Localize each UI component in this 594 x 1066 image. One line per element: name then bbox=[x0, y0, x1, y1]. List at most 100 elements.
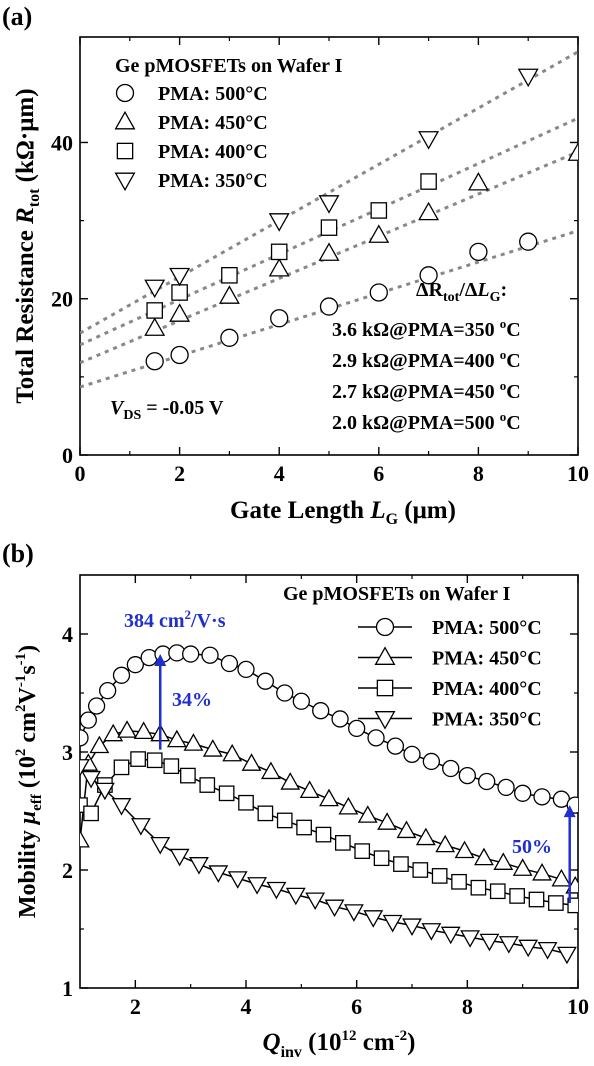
pct-34-annotation: 34% bbox=[172, 689, 212, 711]
data-point bbox=[80, 797, 88, 813]
vds-var: V bbox=[110, 397, 125, 419]
legend-label-2: PMA: 400°C bbox=[158, 141, 268, 163]
data-point bbox=[396, 820, 417, 839]
legend-marker-2 bbox=[116, 142, 134, 160]
data-point bbox=[369, 283, 388, 302]
slope-sup: o bbox=[500, 378, 507, 393]
legend-label-3: PMA: 350°C bbox=[158, 170, 268, 192]
series-1 bbox=[144, 142, 578, 336]
slope-sup: o bbox=[500, 409, 507, 424]
data-point bbox=[112, 666, 131, 684]
data-point bbox=[551, 868, 572, 887]
data-point bbox=[83, 805, 99, 822]
slope-header-b-var: L bbox=[476, 279, 489, 301]
slope-post: C bbox=[506, 381, 520, 403]
data-point bbox=[144, 279, 166, 299]
slope-header-a-sub: tot bbox=[443, 290, 460, 305]
data-point bbox=[292, 692, 310, 710]
x-label-sup2: -2 bbox=[395, 1028, 408, 1044]
data-point bbox=[420, 173, 437, 190]
y-label-main: Mobility bbox=[15, 824, 41, 918]
data-point bbox=[519, 232, 538, 251]
x-tick-label: 10 bbox=[567, 461, 589, 486]
data-point bbox=[218, 785, 235, 802]
y-label-sup3: -1 bbox=[13, 675, 29, 688]
y-label-sub: eff bbox=[29, 793, 45, 811]
x-tick-label: 8 bbox=[462, 994, 473, 1019]
slope-pre: 3.6 kΩ@PMA=350 bbox=[332, 319, 500, 341]
data-point bbox=[489, 883, 506, 900]
data-point bbox=[270, 309, 289, 328]
data-point bbox=[370, 202, 388, 219]
data-point bbox=[201, 646, 219, 664]
data-point bbox=[80, 711, 97, 729]
slope-annotation-3: 2.0 kΩ@PMA=500 oC bbox=[332, 409, 521, 434]
data-point bbox=[280, 772, 301, 790]
x-label-var: L bbox=[369, 497, 385, 524]
data-point bbox=[202, 739, 223, 757]
vds-rest: = -0.05 V bbox=[141, 397, 224, 419]
data-point bbox=[266, 881, 287, 900]
x-tick-label: 4 bbox=[241, 994, 252, 1019]
legend-label-0: PMA: 500°C bbox=[158, 83, 268, 105]
slope-header: ΔRtot/ΔLG: bbox=[416, 279, 507, 305]
y-label-sup: 2 bbox=[13, 749, 29, 757]
x-label-sub: inv bbox=[281, 1044, 302, 1061]
series-1 bbox=[80, 720, 578, 894]
y-tick-label: 4 bbox=[62, 622, 73, 647]
data-point bbox=[170, 345, 189, 365]
data-point bbox=[257, 805, 274, 822]
data-point bbox=[180, 767, 196, 784]
data-point bbox=[386, 737, 405, 755]
data-point bbox=[368, 224, 390, 243]
data-point bbox=[320, 219, 338, 236]
data-point bbox=[418, 201, 440, 221]
data-point bbox=[517, 68, 539, 88]
data-point bbox=[260, 761, 281, 780]
data-point bbox=[440, 926, 461, 945]
data-point bbox=[99, 681, 117, 700]
y-label-main: Total Resistance bbox=[12, 224, 39, 404]
legend-marker-0 bbox=[375, 617, 395, 637]
vds-annotation: VDS = -0.05 V bbox=[110, 397, 224, 423]
data-point bbox=[80, 829, 90, 848]
series-0 bbox=[80, 644, 578, 814]
data-point bbox=[163, 758, 180, 775]
x-label-end: ) bbox=[407, 1029, 415, 1056]
data-point bbox=[377, 812, 398, 830]
y-label-rest: (10 bbox=[15, 756, 41, 794]
peak-sup: 2 bbox=[185, 607, 192, 622]
data-point bbox=[512, 858, 533, 876]
data-point bbox=[363, 910, 384, 928]
data-point bbox=[319, 297, 339, 316]
y-label-sub: tot bbox=[26, 188, 43, 207]
data-point bbox=[518, 939, 539, 958]
data-point bbox=[126, 656, 144, 674]
legend-label-1: PMA: 450°C bbox=[158, 112, 268, 134]
legend-title: Ge pMOSFETs on Wafer I bbox=[283, 583, 511, 605]
slope-sup: o bbox=[500, 316, 507, 331]
slope-post: C bbox=[506, 412, 520, 434]
y-label-rest2: cm bbox=[15, 712, 41, 749]
series-2 bbox=[146, 173, 437, 319]
data-point bbox=[276, 812, 293, 829]
y-tick-label: 20 bbox=[51, 287, 73, 312]
slope-header-b-sub: G bbox=[490, 290, 501, 305]
legend-marker-0 bbox=[115, 83, 135, 103]
arrow-34-head bbox=[154, 654, 167, 667]
data-point bbox=[454, 840, 475, 859]
data-point bbox=[208, 865, 229, 883]
data-point bbox=[451, 873, 467, 890]
legend-marker-1 bbox=[114, 110, 136, 130]
x-tick-label: 4 bbox=[274, 461, 285, 486]
data-point bbox=[435, 834, 456, 853]
y-label-unit: (kΩ·μm) bbox=[12, 88, 39, 188]
data-point bbox=[227, 871, 248, 889]
data-point bbox=[467, 172, 489, 191]
data-point bbox=[276, 684, 294, 702]
data-point bbox=[474, 847, 494, 866]
data-point bbox=[567, 897, 578, 914]
y-axis-label: Total Resistance Rtot (kΩ·μm) bbox=[12, 88, 43, 403]
peak-post: /V·s bbox=[190, 610, 226, 632]
